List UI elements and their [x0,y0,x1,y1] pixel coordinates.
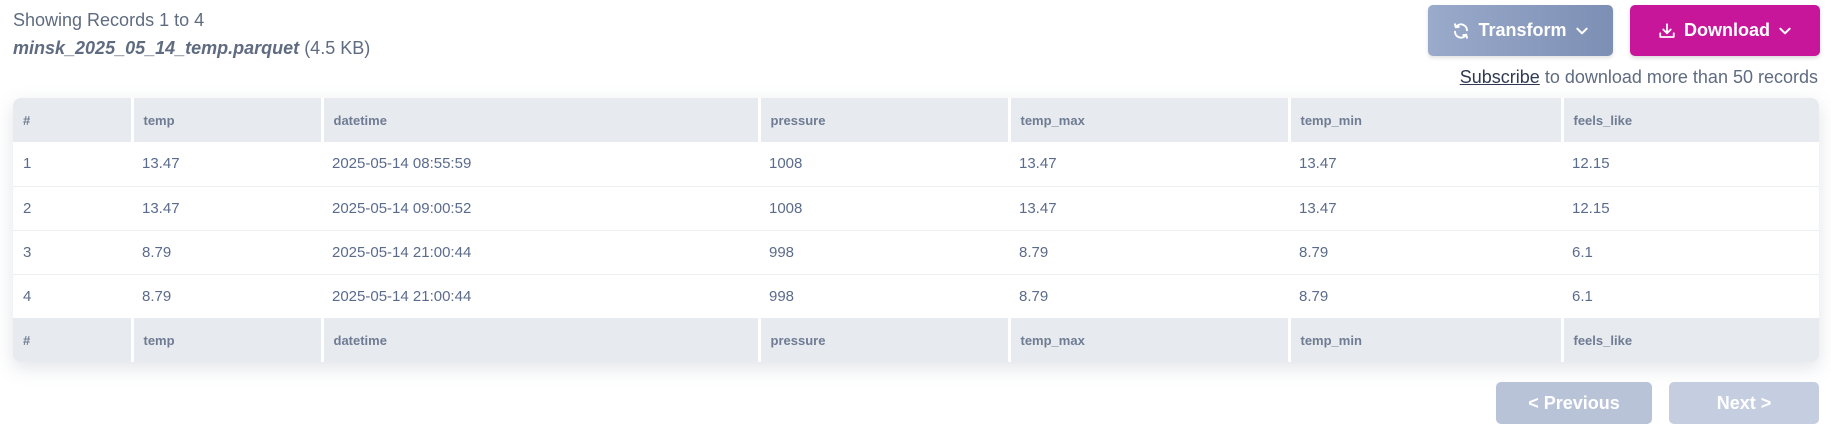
records-table: # temp datetime pressure temp_max temp_m… [13,98,1819,362]
records-info: Showing Records 1 to 4 [13,10,205,30]
table-cell: 6.1 [1572,287,1593,305]
table-cell: 998 [769,287,795,305]
column-footer: # [13,318,134,362]
file-size: (4.5 KB) [304,38,371,58]
table-row: 2 13.47 2025-05-14 09:00:52 1008 13.47 1… [13,186,1819,231]
table-row: 1 13.47 2025-05-14 08:55:59 1008 13.47 1… [13,142,1819,187]
records-table-container: # temp datetime pressure temp_max temp_m… [13,98,1819,362]
table-cell: 1 [13,142,132,187]
download-button[interactable]: Download [1630,5,1820,56]
table-cell: 2025-05-14 08:55:59 [322,142,759,187]
table-cell: 3 [13,230,132,275]
download-icon [1658,22,1676,40]
download-label: Download [1684,20,1770,40]
subscribe-link[interactable]: Subscribe [1459,67,1540,87]
table-cell: 13.47 [1289,142,1562,187]
transform-label: Transform [1478,20,1567,40]
table-footer-row: # temp datetime pressure temp_max temp_m… [13,318,1819,362]
table-cell: 998 [759,230,1009,275]
previous-page-button[interactable]: < Previous [1496,382,1652,424]
column-footer: pressure [759,318,1011,362]
table-cell: 8.79 [1289,230,1562,275]
table-cell: 8.79 [1009,230,1289,275]
column-footer: temp [132,318,324,362]
column-header[interactable]: datetime [322,98,761,142]
transform-button[interactable]: Transform [1428,5,1613,56]
chevron-down-icon [1778,24,1792,38]
subscribe-notice: Subscribe to download more than 50 recor… [1460,66,1818,88]
table-cell: 1008 [759,142,1009,187]
column-header[interactable]: temp_max [1009,98,1291,142]
column-footer: datetime [322,318,761,362]
table-cell: 8.79 [142,287,172,305]
subscribe-text: to download more than 50 records [1544,67,1818,87]
refresh-icon [1452,22,1470,40]
column-footer: temp_min [1289,318,1564,362]
column-footer: temp_max [1009,318,1291,362]
table-cell: 2 [13,186,132,231]
table-row: 4 8.79 2025-05-14 21:00:44 998 8.79 8.79… [13,274,1819,318]
column-header[interactable]: temp [132,98,324,142]
table-cell: 4 [23,287,32,305]
chevron-down-icon [1575,24,1589,38]
table-cell: 13.47 [1289,186,1562,231]
table-cell: 8.79 [1019,287,1049,305]
table-row: 3 8.79 2025-05-14 21:00:44 998 8.79 8.79… [13,230,1819,275]
table-cell: 13.47 [1009,142,1289,187]
file-info: minsk_2025_05_14_temp.parquet (4.5 KB) [13,37,370,59]
table-cell: 12.15 [1562,186,1819,231]
column-header[interactable]: pressure [759,98,1011,142]
table-cell: 12.15 [1562,142,1819,187]
table-cell: 13.47 [132,142,322,187]
next-page-button[interactable]: Next > [1669,382,1819,424]
column-footer: feels_like [1562,318,1819,362]
column-header[interactable]: temp_min [1289,98,1564,142]
table-cell: 8.79 [132,230,322,275]
table-cell: 13.47 [1009,186,1289,231]
column-header[interactable]: feels_like [1562,98,1819,142]
column-header[interactable]: # [13,98,134,142]
table-cell: 8.79 [1299,287,1329,305]
table-cell: 6.1 [1562,230,1819,275]
table-cell: 2025-05-14 09:00:52 [322,186,759,231]
table-cell: 13.47 [132,186,322,231]
table-header-row: # temp datetime pressure temp_max temp_m… [13,98,1819,142]
table-cell: 2025-05-14 21:00:44 [322,230,759,275]
table-cell: 1008 [759,186,1009,231]
file-name: minsk_2025_05_14_temp.parquet [13,38,300,58]
records-header: Showing Records 1 to 4 minsk_2025_05_14_… [13,9,370,59]
table-cell: 2025-05-14 21:00:44 [332,287,472,305]
